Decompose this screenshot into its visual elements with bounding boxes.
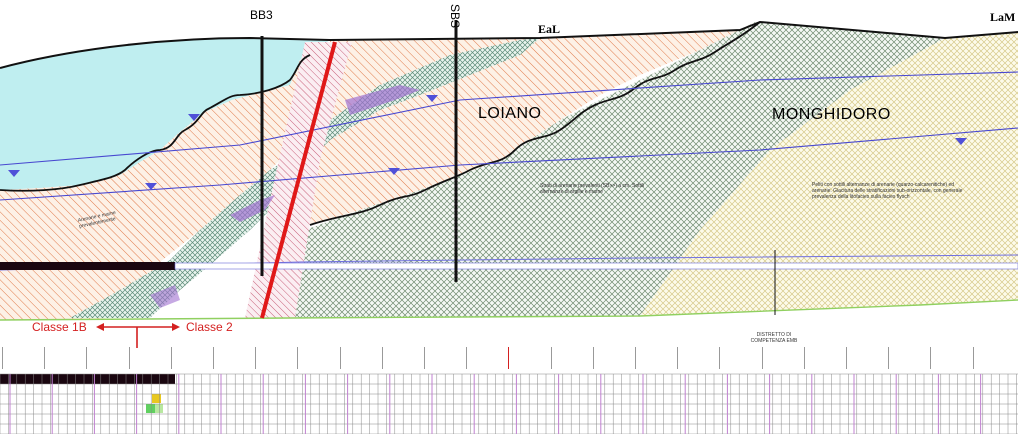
station-marker — [677, 347, 692, 369]
station-marker — [255, 347, 270, 369]
station-marker — [635, 347, 650, 369]
left-hatched-unit — [0, 60, 310, 265]
tunnel-excavated — [0, 262, 175, 270]
water-region — [0, 38, 330, 190]
station-marker — [803, 347, 819, 369]
station-marker — [339, 347, 355, 369]
formation-monghidoro-label: MONGHIDORO — [772, 106, 891, 123]
station-marker — [424, 347, 439, 369]
teal-band — [70, 38, 540, 318]
formation-loiano-label: LOIANO — [478, 105, 542, 122]
station-marker — [508, 347, 523, 369]
water-table-line — [0, 71, 1018, 166]
station-marker — [761, 347, 777, 369]
monghidoro-unit — [640, 32, 1018, 316]
station-marker — [2, 347, 17, 369]
station-marker — [297, 347, 312, 369]
station-marker — [128, 347, 144, 369]
station-marker — [592, 347, 608, 369]
station-marker — [930, 347, 945, 369]
grid-progress-fill — [0, 374, 175, 384]
station-marker — [44, 347, 59, 369]
station-marker — [972, 347, 988, 369]
station-marker — [213, 347, 228, 369]
monghidoro-unit-note: Peliti con sottili alternanze di arenari… — [812, 182, 963, 200]
ground-surface — [0, 20, 1018, 69]
purple-band-upper — [345, 85, 420, 115]
tunnel-note: DISTRETTO DI COMPETENZA EMB — [750, 332, 798, 344]
station-marker — [466, 347, 481, 369]
borehole-sbs-label: SBS — [448, 4, 462, 29]
station-marker — [888, 347, 903, 369]
ridge-lam-label: LaM — [990, 10, 1016, 24]
station-marker — [170, 347, 186, 369]
station-marker — [86, 347, 101, 369]
station-marker — [719, 347, 734, 369]
loiano-unit-note: Strati di arenarie prevalenti (SB>>) a c… — [540, 183, 645, 195]
class-left-label: Classe 1B — [32, 320, 87, 334]
ridge-eal-label: EaL — [538, 22, 561, 36]
borehole-bb3-label: BB3 — [250, 8, 273, 22]
fault-line — [260, 41, 337, 319]
station-marker — [550, 347, 566, 369]
station-marker — [381, 347, 397, 369]
station-marker — [846, 347, 861, 369]
bottom-grid — [0, 373, 1018, 434]
class-right-label: Classe 2 — [186, 320, 233, 334]
